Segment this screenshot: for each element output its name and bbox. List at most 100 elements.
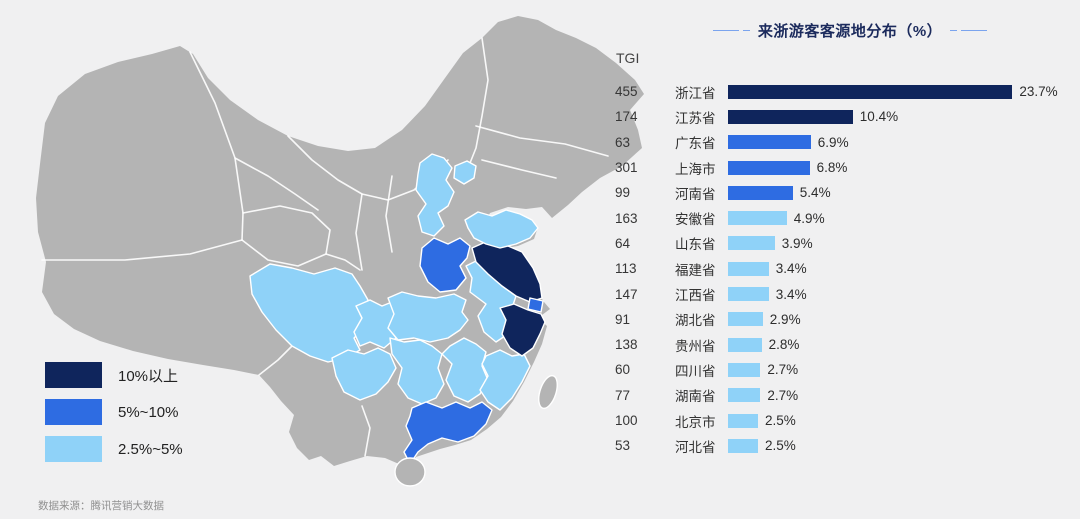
title-dash-left	[712, 30, 750, 31]
tgi-value: 301	[615, 160, 638, 176]
tgi-value: 60	[615, 362, 631, 378]
bar	[728, 413, 758, 428]
bar	[728, 135, 811, 150]
percent-label: 2.8%	[768, 337, 800, 353]
province-hebei	[415, 153, 455, 237]
legend-item: 10%以上	[45, 362, 183, 388]
percent-label: 2.5%	[765, 413, 796, 428]
province-label: 北京市	[675, 414, 716, 430]
chart-title: 来浙游客客源地分布（%）	[757, 23, 943, 40]
bar	[728, 160, 810, 175]
percent-label: 2.9%	[769, 311, 801, 327]
province-label: 安徽省	[675, 212, 716, 228]
chart-row: 163 安徽省 4.9%	[615, 205, 1075, 230]
tgi-value: 163	[615, 210, 638, 226]
legend-item: 5%~10%	[45, 399, 183, 425]
province-label: 湖北省	[675, 313, 716, 329]
legend-label: 10%以上	[118, 367, 179, 385]
bar	[728, 388, 761, 403]
bar	[728, 337, 762, 352]
chart-row: 64 山东省 3.9%	[615, 231, 1075, 256]
province-beijing	[453, 160, 477, 185]
province-shanghai	[527, 297, 544, 313]
province-taiwan	[538, 374, 558, 410]
tgi-value: 99	[615, 185, 631, 201]
chart-row: 455 浙江省 23.7%	[615, 79, 1075, 104]
province-label: 福建省	[675, 262, 716, 278]
percent-label: 2.5%	[765, 438, 796, 454]
province-label: 上海市	[675, 161, 716, 177]
province-hubei	[387, 291, 469, 343]
tgi-value: 138	[615, 337, 638, 353]
percent-label: 2.7%	[767, 362, 799, 378]
legend-label: 5%~10%	[118, 403, 179, 421]
legend-swatch	[45, 362, 102, 388]
province-label: 河南省	[675, 186, 716, 202]
bar-rows: 455 浙江省 23.7% 174 江苏省 10.4% 63 广东省 6.9% 301 上海市 6.8…	[615, 79, 1075, 458]
legend-label: 2.5%~5%	[118, 440, 183, 458]
province-shandong	[464, 209, 539, 249]
tgi-value: 64	[615, 235, 631, 251]
percent-label: 3.4%	[775, 286, 807, 302]
province-label: 四川省	[675, 363, 716, 379]
province-fujian	[479, 349, 531, 411]
province-guizhou	[331, 347, 397, 401]
tgi-value: 113	[615, 261, 637, 277]
chart-row: 147 江西省 3.4%	[615, 281, 1075, 306]
bar	[728, 236, 775, 251]
tgi-value: 77	[615, 387, 631, 403]
chart-row: 53 河北省 2.5%	[615, 433, 1075, 458]
legend-item: 2.5%~5%	[45, 436, 183, 462]
province-label: 江西省	[675, 288, 716, 304]
legend-swatch	[45, 436, 102, 462]
bar	[728, 109, 853, 124]
percent-label: 10.4%	[859, 109, 899, 125]
province-zhejiang	[499, 303, 546, 357]
map-legend: 10%以上 5%~10% 2.5%~5%	[45, 362, 183, 473]
tgi-value: 63	[615, 134, 631, 150]
chart-row: 138 贵州省 2.8%	[615, 332, 1075, 357]
chart-row: 100 北京市 2.5%	[615, 408, 1075, 433]
province-label: 湖南省	[675, 389, 716, 405]
province-henan	[419, 237, 471, 293]
bar	[728, 312, 763, 327]
percent-label: 3.4%	[775, 261, 807, 277]
tgi-value: 100	[615, 413, 638, 428]
tgi-column-header: TGI	[616, 50, 640, 66]
chart-row: 91 湖北省 2.9%	[615, 307, 1075, 332]
chart-row: 301 上海市 6.8%	[615, 155, 1075, 180]
chart-row: 99 河南省 5.4%	[615, 180, 1075, 205]
chart-row: 174 江苏省 10.4%	[615, 104, 1075, 129]
province-label: 江苏省	[675, 110, 716, 126]
percent-label: 23.7%	[1019, 84, 1058, 100]
percent-label: 2.7%	[767, 387, 799, 403]
province-label: 浙江省	[675, 85, 716, 101]
bar	[728, 84, 1013, 99]
bar	[728, 438, 758, 453]
bar	[728, 261, 769, 276]
bar	[728, 287, 769, 302]
tgi-value: 53	[615, 438, 631, 454]
legend-swatch	[45, 399, 102, 425]
province-hunan	[389, 337, 445, 405]
province-label: 河北省	[675, 439, 716, 455]
title-dash-right	[950, 30, 988, 31]
percent-label: 6.9%	[817, 134, 849, 150]
chart-row: 77 湖南省 2.7%	[615, 383, 1075, 408]
chart-row: 113 福建省 3.4%	[615, 256, 1075, 281]
province-hainan	[394, 457, 426, 487]
tgi-value: 147	[615, 286, 638, 302]
map-colored-provinces	[249, 153, 558, 487]
chart-row: 60 四川省 2.7%	[615, 357, 1075, 382]
data-source: 数据来源：腾讯营销大数据	[38, 500, 164, 512]
chart-row: 63 广东省 6.9%	[615, 130, 1075, 155]
china-map	[36, 16, 644, 487]
chart-title-wrap: 来浙游客客源地分布（%）	[640, 20, 1060, 41]
tgi-value: 91	[615, 311, 631, 327]
bar	[728, 362, 761, 377]
province-guangdong	[403, 401, 493, 465]
province-jiangxi	[441, 337, 489, 403]
percent-label: 5.4%	[799, 185, 831, 201]
percent-label: 4.9%	[793, 210, 825, 226]
